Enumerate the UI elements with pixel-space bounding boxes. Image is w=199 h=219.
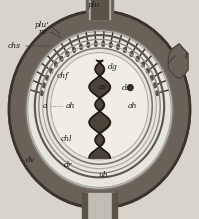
Circle shape <box>127 84 133 91</box>
Ellipse shape <box>156 90 159 96</box>
Text: ah: ah <box>128 102 137 110</box>
Polygon shape <box>83 193 87 219</box>
Text: t: t <box>184 52 188 60</box>
Ellipse shape <box>146 68 150 74</box>
Ellipse shape <box>136 56 139 62</box>
Ellipse shape <box>60 56 63 62</box>
Ellipse shape <box>40 90 43 96</box>
Text: chf: chf <box>57 72 69 79</box>
Ellipse shape <box>8 10 191 209</box>
Ellipse shape <box>141 62 145 67</box>
Ellipse shape <box>66 51 69 57</box>
Ellipse shape <box>45 75 49 81</box>
Ellipse shape <box>130 51 133 57</box>
Text: plu: plu <box>87 2 100 9</box>
Ellipse shape <box>79 44 83 50</box>
Ellipse shape <box>150 75 154 81</box>
Ellipse shape <box>28 32 171 187</box>
Polygon shape <box>89 0 110 19</box>
Ellipse shape <box>87 42 90 48</box>
Text: dg: dg <box>108 63 117 71</box>
Text: plu': plu' <box>35 21 49 29</box>
Ellipse shape <box>116 44 120 50</box>
Text: dr: dr <box>63 161 72 169</box>
Ellipse shape <box>109 42 112 48</box>
Polygon shape <box>112 193 116 219</box>
Text: uh: uh <box>99 171 108 179</box>
Text: chl: chl <box>61 135 72 143</box>
Ellipse shape <box>42 83 46 88</box>
Polygon shape <box>85 193 114 219</box>
Ellipse shape <box>54 62 58 67</box>
Ellipse shape <box>72 47 76 53</box>
Ellipse shape <box>26 30 173 189</box>
Ellipse shape <box>10 12 189 207</box>
Text: chs: chs <box>7 42 20 50</box>
Polygon shape <box>168 44 188 79</box>
Polygon shape <box>82 193 117 219</box>
Polygon shape <box>86 0 113 19</box>
Ellipse shape <box>49 68 53 74</box>
Text: as: as <box>98 83 107 90</box>
Ellipse shape <box>123 47 127 53</box>
Circle shape <box>51 53 148 159</box>
Text: ds: ds <box>122 84 131 92</box>
Text: ah: ah <box>66 102 75 110</box>
Ellipse shape <box>153 83 157 88</box>
Text: m: m <box>38 28 45 36</box>
Polygon shape <box>91 0 108 19</box>
Ellipse shape <box>94 41 98 47</box>
Ellipse shape <box>101 41 105 47</box>
Text: dv: dv <box>26 156 35 164</box>
Text: a: a <box>43 102 47 110</box>
